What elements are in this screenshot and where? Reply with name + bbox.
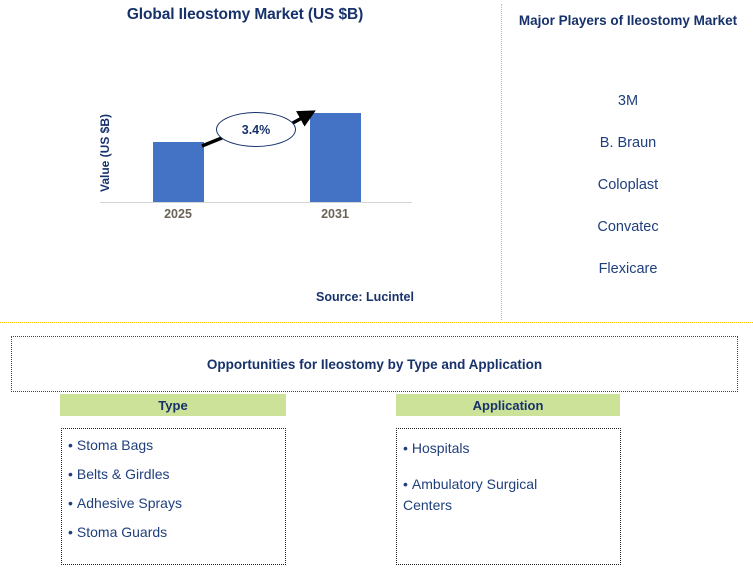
vertical-divider xyxy=(501,4,502,320)
list-item-label: Stoma Bags xyxy=(76,437,154,453)
list-item-label: Hospitals xyxy=(411,440,470,456)
list-item: • Ambulatory Surgical Centers xyxy=(403,474,614,516)
list-item: • Stoma Bags xyxy=(68,438,279,452)
bullet-icon: • xyxy=(68,495,73,511)
list-item: • Stoma Guards xyxy=(68,525,279,539)
type-list-box: • Stoma Bags • Belts & Girdles • Adhesive S… xyxy=(61,428,286,565)
y-axis-title: Value (US $B) xyxy=(96,100,114,205)
source-label: Source: Lucintel xyxy=(316,290,414,304)
top-section: Global Ileostomy Market (US $B) Value (U… xyxy=(0,0,753,322)
bar-2025 xyxy=(153,142,204,202)
bullet-icon: • xyxy=(403,476,408,492)
major-players-title: Major Players of Ileostomy Market xyxy=(518,13,738,28)
list-item: 3M xyxy=(617,93,639,109)
bullet-icon: • xyxy=(68,466,73,482)
x-tick-label-2031: 2031 xyxy=(321,207,349,221)
horizontal-divider xyxy=(0,322,753,323)
list-item: • Adhesive Sprays xyxy=(68,496,279,510)
list-item-label: Adhesive Sprays xyxy=(76,495,182,511)
list-item: Convatec xyxy=(597,219,659,235)
major-players-list: 3M B. Braun Coloplast Convatec Flexicare xyxy=(514,80,742,290)
opportunities-section: Opportunities for Ileostomy by Type and … xyxy=(0,322,753,584)
list-item-label: Belts & Girdles xyxy=(76,466,170,482)
bar-2031 xyxy=(310,113,361,202)
bullet-icon: • xyxy=(68,524,73,540)
cagr-value: 3.4% xyxy=(241,122,271,137)
list-item: Coloplast xyxy=(597,177,659,193)
list-item: B. Braun xyxy=(599,135,657,151)
column-header-application: Application xyxy=(396,394,620,416)
chart-title: Global Ileostomy Market (US $B) xyxy=(126,6,364,23)
opportunities-title-box: Opportunities for Ileostomy by Type and … xyxy=(11,336,738,392)
bullet-icon: • xyxy=(68,437,73,453)
x-tick-label-2025: 2025 xyxy=(164,207,192,221)
list-item: • Hospitals xyxy=(403,438,614,459)
y-axis-title-label: Value (US $B) xyxy=(98,113,112,192)
application-list-box: • Hospitals • Ambulatory Surgical Centers xyxy=(396,428,621,565)
list-item-label: Stoma Guards xyxy=(76,524,168,540)
column-header-type: Type xyxy=(60,394,286,416)
opportunities-title: Opportunities for Ileostomy by Type and … xyxy=(206,356,543,372)
list-item-label: Ambulatory Surgical Centers xyxy=(403,476,538,513)
x-axis-line xyxy=(100,202,412,203)
bullet-icon: • xyxy=(403,440,408,456)
major-players-panel: Major Players of Ileostomy Market 3M B. … xyxy=(502,0,753,322)
cagr-bubble: 3.4% xyxy=(216,112,296,147)
list-item: Flexicare xyxy=(598,261,658,277)
list-item: • Belts & Girdles xyxy=(68,467,279,481)
chart-panel: Global Ileostomy Market (US $B) Value (U… xyxy=(0,0,501,322)
